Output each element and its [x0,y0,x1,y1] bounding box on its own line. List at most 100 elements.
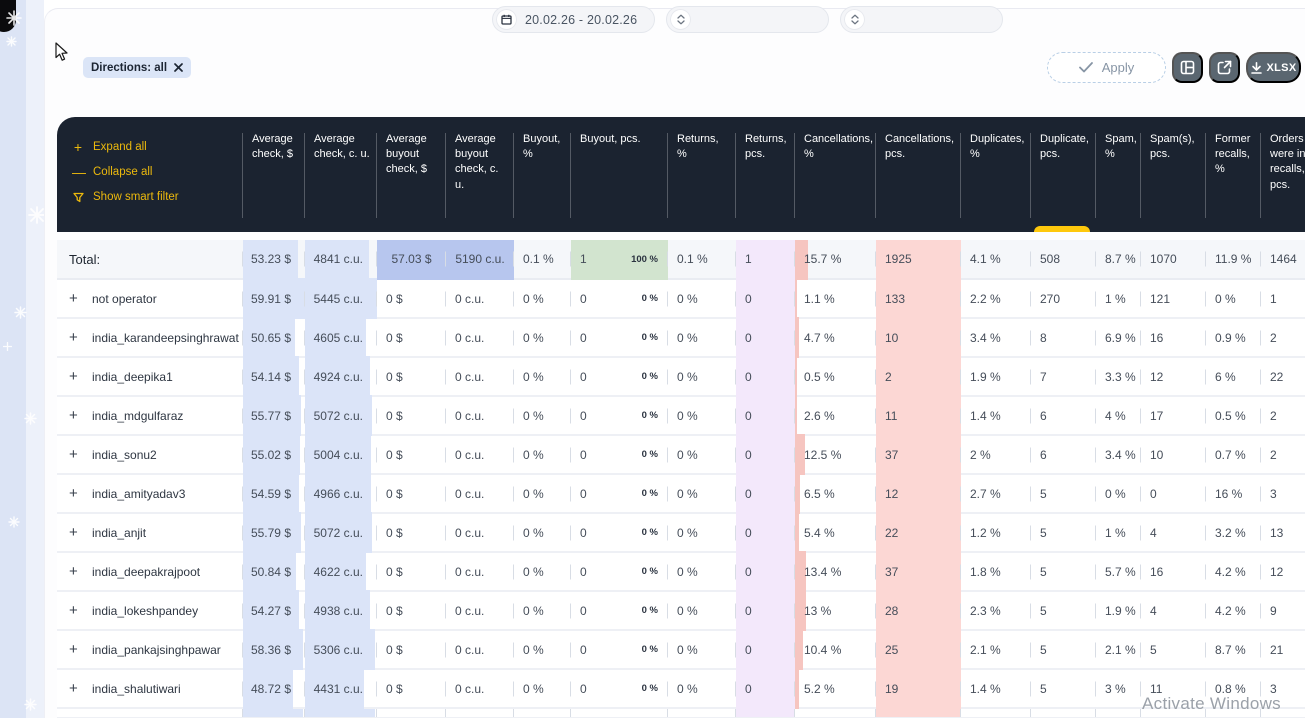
select-input-2[interactable] [840,6,1003,33]
cell-value: 22 [885,525,899,540]
expand-row-icon[interactable]: + [69,368,78,385]
column-header[interactable]: Average check, $ [242,117,304,232]
expand-all-button[interactable]: + Expand all [72,140,234,154]
expand-row-icon[interactable]: + [69,290,78,307]
expand-row-icon[interactable]: + [69,602,78,619]
table-view-button[interactable] [1172,52,1203,83]
table-cell: 0 $ [376,436,445,473]
column-header[interactable]: Duplicate, pcs. [1030,117,1095,232]
cell-value: 0 % [677,603,698,618]
row-label: india_sonu2 [92,447,157,462]
value-bar [795,473,801,514]
column-header[interactable]: Cancellations, % [794,117,875,232]
date-range-input[interactable]: 20.02.26 - 20.02.26 [492,6,655,33]
expand-row-icon[interactable]: + [69,329,78,346]
value-bar [243,590,300,631]
column-header-label: Average buyout check, $ [386,133,427,176]
column-header[interactable]: Duplicates, % [960,117,1030,232]
apply-button[interactable]: Apply [1047,52,1166,83]
table-cell: 0 c.u. [445,319,513,356]
show-smart-filter-button[interactable]: Show smart filter [72,191,234,203]
column-header-label: Duplicates, % [970,133,1025,161]
table-cell: 0 c.u. [445,358,513,395]
cell-percent-label: 0 % [641,449,658,460]
table-cell: 0.7 % [1205,436,1260,473]
cell-value: 0 $ [386,564,403,579]
column-header-label: Average check, $ [252,133,293,161]
table-cell: 5306 c.u. [304,629,376,670]
cell-value: 2.3 % [970,603,1001,618]
cell-value: 37 [885,447,899,462]
cell-value: 3 [1270,486,1277,501]
row-label-cell: + india_deepakrajpoot [57,553,242,590]
column-header[interactable]: Buyout, % [513,117,570,232]
table-cell: 0 % [513,631,570,668]
column-header-label: Spam, % [1105,133,1137,161]
collapse-all-button[interactable]: — Collapse all [72,165,234,179]
table-cell: 0 % [667,553,735,590]
column-header[interactable]: Orders were in recalls, pcs. [1260,117,1305,232]
column-header[interactable]: Spam, % [1095,117,1140,232]
cell-value: 0 $ [386,642,403,657]
cell-value: 4.7 % [804,330,835,345]
open-external-button[interactable] [1209,52,1240,83]
expand-row-icon[interactable]: + [69,524,78,541]
table-cell: 13 [1260,514,1305,551]
cell-value: 12 [1150,369,1164,384]
cell-value: 2 [1270,447,1277,462]
cell-value: 0 [745,681,752,696]
column-header[interactable]: Returns, pcs. [735,117,794,232]
cell-value: 0 c.u. [455,603,485,618]
table-cell: 16 [1140,553,1205,590]
column-header[interactable]: Buyout, pcs. [570,117,667,232]
column-header[interactable]: Average check, c. u. [304,117,376,232]
table-cell: 1.4 % [960,397,1030,434]
expand-row-icon[interactable]: + [69,563,78,580]
expand-row-icon[interactable]: + [69,407,78,424]
cell-value: 1.1 % [804,291,835,306]
row-label-cell: + not operator [57,280,242,317]
value-bar [795,278,797,319]
row-label-cell: + india_sonu2 [57,436,242,473]
column-header[interactable]: Former recalls, % [1205,117,1260,232]
column-header[interactable]: Cancellations, pcs. [875,117,960,232]
cell-percent-label: 0 % [641,332,658,343]
cell-value: 54.14 $ [250,369,291,384]
download-xlsx-button[interactable]: XLSX [1246,52,1301,83]
cell-value: 0.5 % [804,369,835,384]
column-header[interactable]: Spam(s), pcs. [1140,117,1205,232]
directions-filter-chip[interactable]: Directions: all [83,57,192,78]
table-cell: 0 % [667,358,735,395]
expand-row-icon[interactable]: + [69,641,78,658]
select-input-1[interactable] [666,6,829,33]
table-cell: 0 $ [376,592,445,629]
table-cell: 54.27 $ [242,590,304,631]
cell-value: 2.1 % [970,642,1001,657]
cell-value: 1.4 % [970,681,1001,696]
close-icon[interactable] [174,63,183,72]
expand-row-icon[interactable]: + [69,446,78,463]
table-cell: 0 % [667,631,735,668]
table-cell: 0 [735,590,795,631]
table-cell: 0 0 % [570,631,667,668]
table-cell: 0 $ [376,670,445,707]
table-cell: 2 [1260,436,1305,473]
expand-row-icon[interactable]: + [69,485,78,502]
cell-value: 0 % [1105,486,1126,501]
row-label: india_shalutiwari [92,681,181,696]
value-bar [876,356,961,397]
cell-percent-label: 0 % [641,527,658,538]
table-cell: 133 [875,278,961,319]
table-cell: 12.5 % [794,434,875,475]
table-cell: 0 [735,629,795,670]
value-bar [876,395,961,436]
column-header[interactable]: Average buyout check, $ [376,117,445,232]
table-cell: 8 [1030,319,1095,356]
cell-value: 1.9 % [1105,603,1136,618]
cell-value: 0 c.u. [455,681,485,696]
expand-row-icon[interactable]: + [69,680,78,697]
value-bar [377,240,446,280]
column-header[interactable]: Average buyout check, c. u. [445,117,513,232]
column-header[interactable]: Returns, % [667,117,735,232]
cell-value: 8 [1040,330,1047,345]
